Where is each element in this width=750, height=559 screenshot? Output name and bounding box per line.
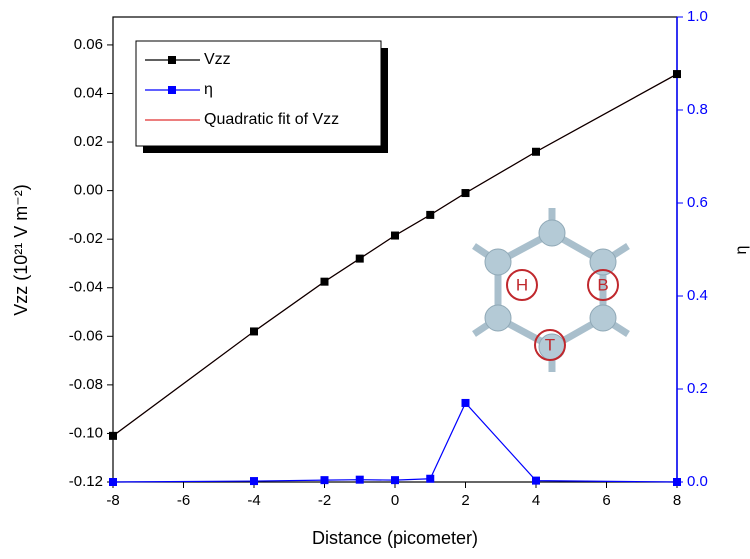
x-tick-label: -2 [318,492,331,509]
y-tick-label: 0.02 [74,133,103,150]
legend-marker [168,56,176,64]
legend-label: Quadratic fit of Vzz [204,111,339,128]
y2-tick-label: 1.0 [687,8,708,25]
data-point [391,232,399,240]
data-point [109,478,117,486]
y2-axis-label: η [733,246,750,255]
x-tick-label: -6 [177,492,190,509]
x-tick-label: 8 [673,492,681,509]
legend-marker [168,86,176,94]
data-point [250,477,258,485]
y-tick-label: -0.02 [69,230,103,247]
data-point [321,278,329,286]
data-point [426,211,434,219]
data-point [673,70,681,78]
y2-tick-label: 0.0 [687,473,708,490]
x-tick-label: 0 [391,492,399,509]
x-tick-label: -4 [247,492,260,509]
data-point [673,478,681,486]
data-point [250,327,258,335]
x-axis-label: Distance (picometer) [312,528,478,548]
x-tick-label: -8 [106,492,119,509]
chart: H B T Distance (picometer) Vzz (10²¹ V m… [0,0,750,554]
data-point [462,189,470,197]
x-tick-label: 4 [532,492,540,509]
y-axis-label: Vzz (10²¹ V m⁻²) [11,184,31,316]
legend-label: Vzz [204,51,231,68]
y2-tick-label: 0.6 [687,194,708,211]
y-tick-label: 0.04 [74,84,103,101]
data-point [532,148,540,156]
y2-tick-label: 0.4 [687,287,708,304]
legend-label: η [204,81,213,98]
y-tick-label: -0.10 [69,424,103,441]
data-point [321,476,329,484]
inset-label: H [516,275,528,294]
data-point [109,432,117,440]
y-tick-label: 0.00 [74,182,103,199]
y2-tick-label: 0.8 [687,101,708,118]
inset-label: B [597,275,608,294]
data-point [532,477,540,485]
x-tick-label: 2 [461,492,469,509]
y-tick-label: 0.06 [74,36,103,53]
data-point [356,255,364,263]
inset-label: T [545,335,555,354]
data-point [391,476,399,484]
data-point [426,475,434,483]
y-tick-label: -0.12 [69,473,103,490]
data-point [356,476,364,484]
data-point [462,399,470,407]
y-tick-label: -0.04 [69,279,103,296]
y-tick-label: -0.06 [69,327,103,344]
y-tick-label: -0.08 [69,376,103,393]
y2-tick-label: 0.2 [687,380,708,397]
x-tick-label: 6 [602,492,610,509]
